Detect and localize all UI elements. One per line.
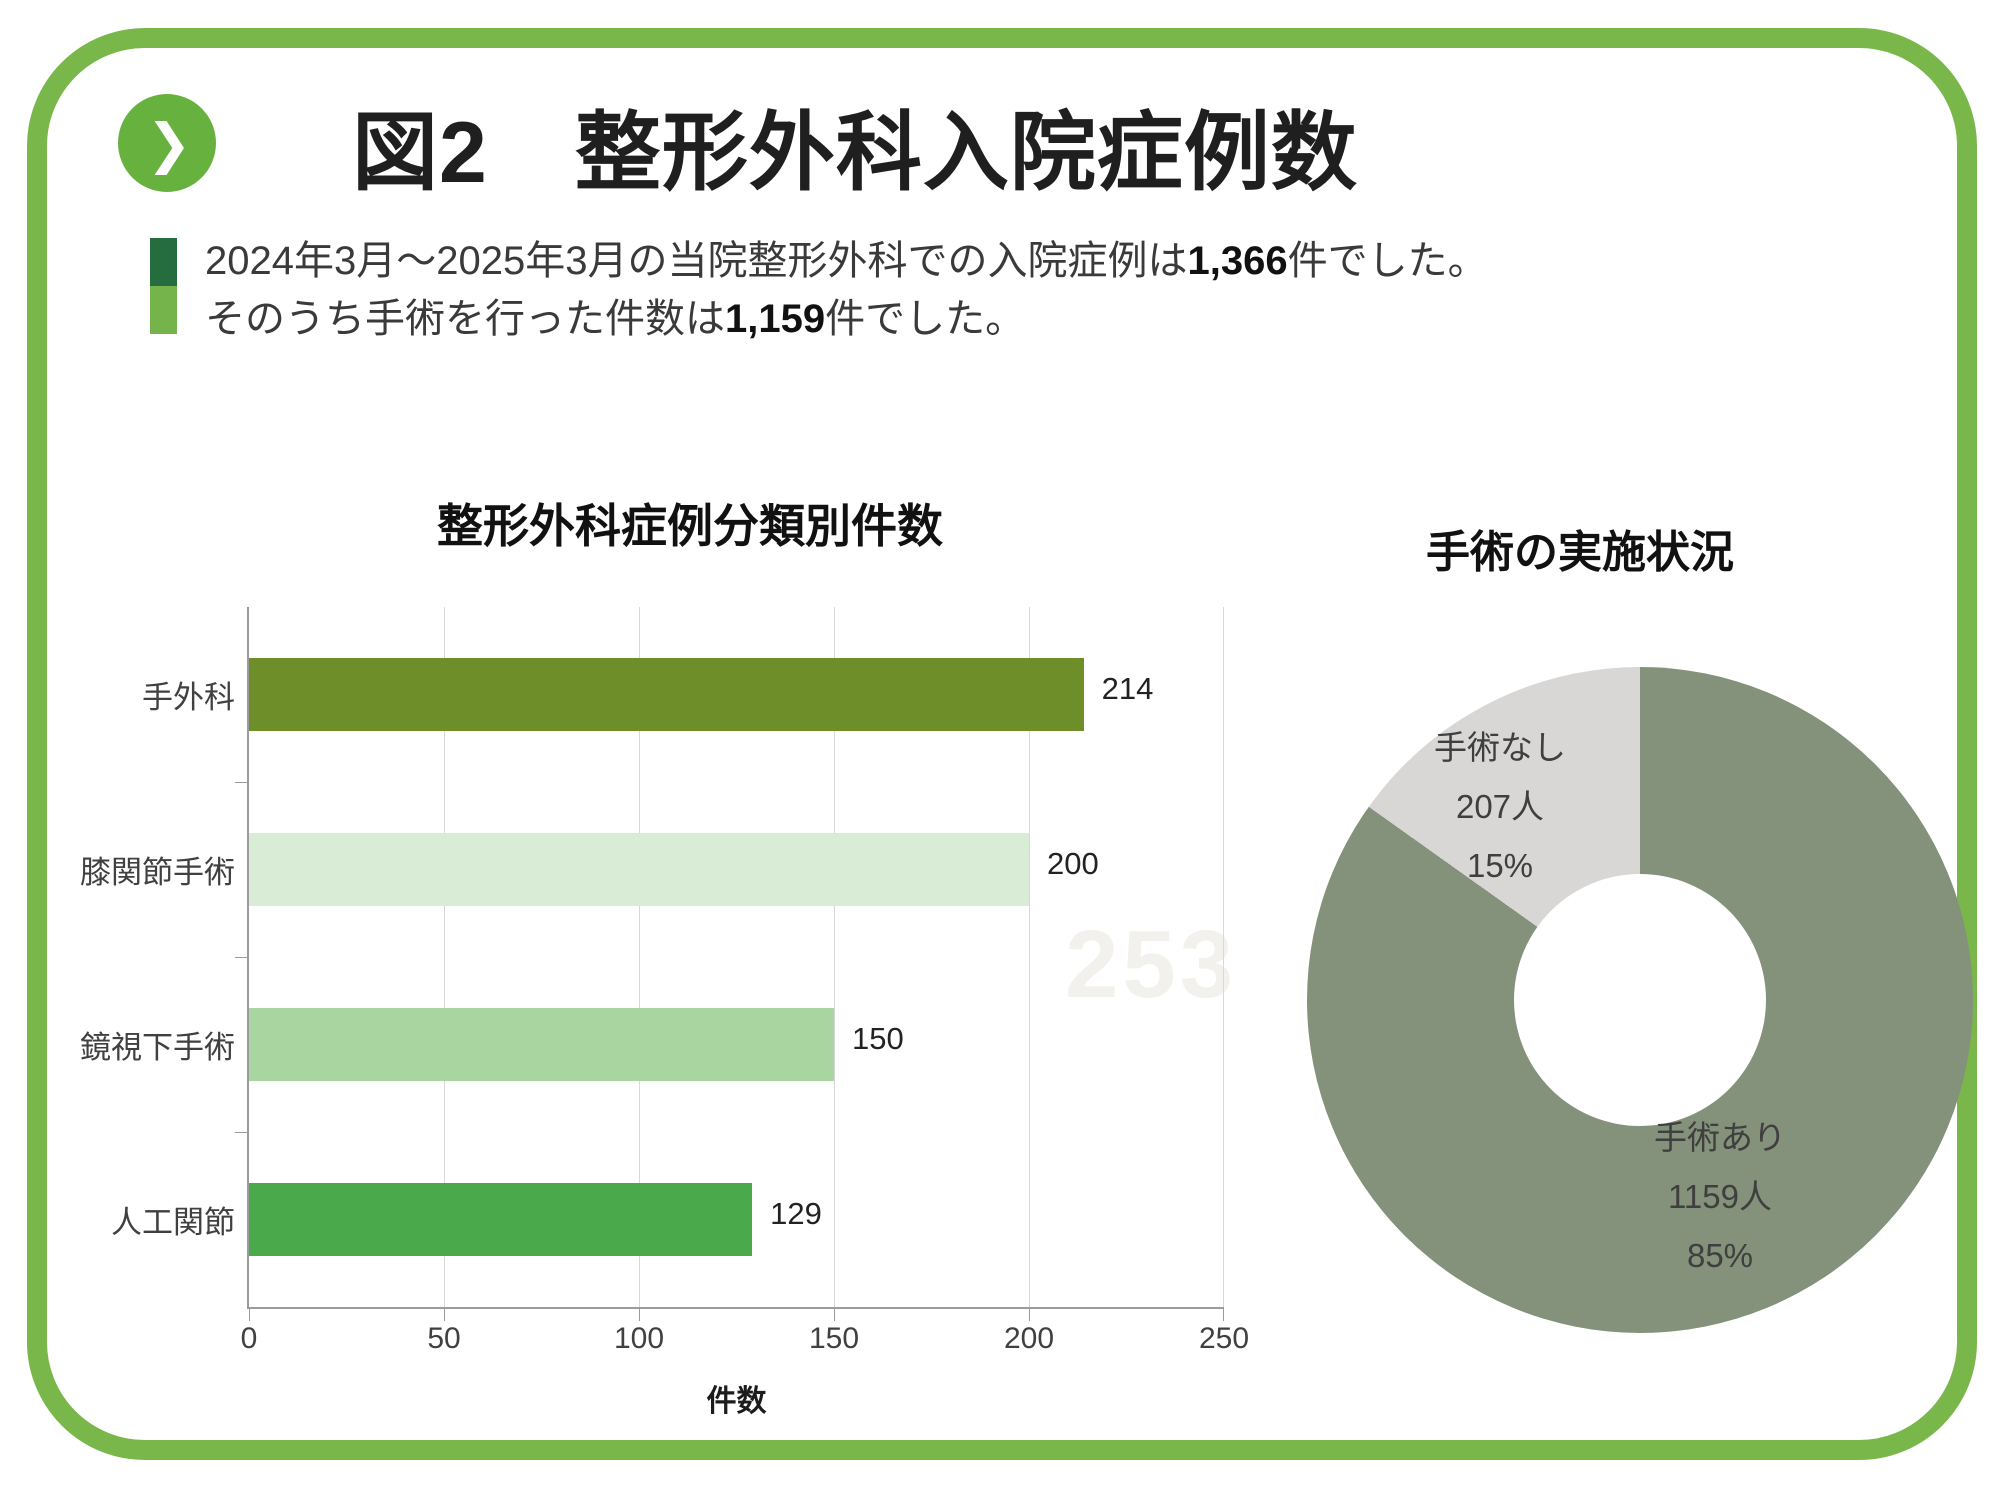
slide-border-frame xyxy=(27,28,1977,1460)
x-axis-line xyxy=(247,1307,1224,1309)
bar-category-label: 鏡視下手術 xyxy=(80,1030,235,1065)
x-axis-tick xyxy=(249,1309,250,1321)
surgery-cases-value: 1,159 xyxy=(725,297,826,341)
x-tick-label: 0 xyxy=(240,1322,258,1355)
total-cases-value: 1,366 xyxy=(1187,239,1288,283)
x-tick-label: 200 xyxy=(1003,1322,1055,1355)
bar-value-label: 150 xyxy=(852,1021,904,1056)
x-axis-tick xyxy=(639,1309,640,1321)
intro-text: 2024年3月～2025年3月の当院整形外科での入院症例は1,366件でした。 … xyxy=(205,232,1488,348)
gridline xyxy=(834,607,835,1307)
intro-accent-bar xyxy=(150,238,177,334)
page-title: 図2 整形外科入院症例数 xyxy=(352,105,1358,201)
bar-value-label: 129 xyxy=(770,1196,822,1231)
bar-chart-title: 整形外科症例分類別件数 xyxy=(437,500,943,552)
gridline xyxy=(444,607,445,1307)
bar-row: 200 xyxy=(249,782,1224,957)
bar-chart-plot-area: 214 200 150 129 xyxy=(235,607,1224,1321)
intro-accent-bar-bottom xyxy=(150,286,177,334)
bar-value-label: 214 xyxy=(1101,671,1154,706)
x-axis-tick xyxy=(1029,1309,1030,1321)
gridline xyxy=(639,607,640,1307)
x-tick-label: 150 xyxy=(808,1322,860,1355)
donut-hole xyxy=(1514,874,1766,1126)
x-tick-label: 250 xyxy=(1198,1322,1250,1355)
intro-accent-bar-top xyxy=(150,238,177,286)
gridline xyxy=(1029,607,1030,1307)
bar-category-label: 手外科 xyxy=(142,680,235,715)
watermark: 253 xyxy=(1065,911,1238,1018)
bar-category-label: 膝関節手術 xyxy=(80,855,235,890)
y-axis-tick xyxy=(235,957,247,958)
slice-label-no-surgery: 手術なし 207人 15% xyxy=(1434,729,1566,884)
y-axis-tick xyxy=(235,782,247,783)
x-axis-tick xyxy=(834,1309,835,1321)
chevron-right-icon: ❯ xyxy=(118,94,216,192)
donut-chart-title: 手術の実施状況 xyxy=(1426,528,1734,577)
gridline xyxy=(1223,607,1224,1307)
bar-row: 129 xyxy=(249,1132,1224,1307)
bar-row: 150 xyxy=(249,957,1224,1132)
bar-value-label: 200 xyxy=(1047,846,1099,881)
x-axis-tick xyxy=(444,1309,445,1321)
intro-line-1: 2024年3月～2025年3月の当院整形外科での入院症例は1,366件でした。 xyxy=(205,239,1488,283)
bar-teogeka xyxy=(249,658,1084,731)
y-axis-line xyxy=(247,607,249,1309)
slice-label-surgery: 手術あり 1159人 85% xyxy=(1654,1119,1786,1274)
y-axis-tick xyxy=(235,1132,247,1133)
bar-category-label: 人工関節 xyxy=(111,1205,235,1240)
bar-row: 214 xyxy=(249,607,1224,782)
chevron-glyph: ❯ xyxy=(146,113,192,174)
x-tick-label: 100 xyxy=(613,1322,665,1355)
bar-jinkokansetsu xyxy=(249,1183,753,1256)
bar-hizakansetsu xyxy=(249,833,1029,906)
x-axis-tick xyxy=(1223,1309,1224,1321)
x-tick-label: 50 xyxy=(427,1322,461,1355)
x-axis-title: 件数 xyxy=(706,1385,767,1418)
intro-line-2: そのうち手術を行った件数は1,159件でした。 xyxy=(205,297,1026,341)
bar-kyoshika xyxy=(249,1008,834,1081)
donut-chart xyxy=(1307,667,1973,1333)
